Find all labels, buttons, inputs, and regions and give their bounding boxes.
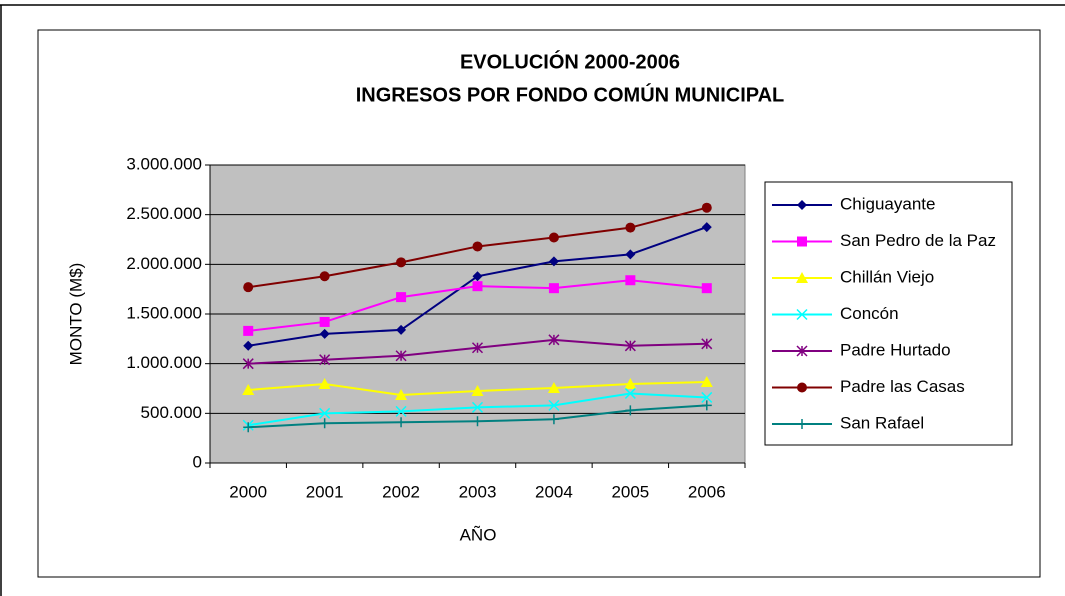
legend-label: Padre las Casas: [840, 377, 965, 396]
marker: [624, 387, 636, 399]
legend-marker: [797, 382, 807, 393]
y-axis-label: MONTO (M$): [66, 263, 85, 366]
marker: [395, 350, 407, 362]
marker: [319, 354, 331, 366]
legend-marker: [797, 236, 807, 247]
marker: [472, 241, 483, 252]
marker: [701, 400, 712, 411]
marker: [396, 417, 407, 428]
legend-label: San Pedro de la Paz: [840, 231, 996, 250]
marker: [701, 222, 712, 233]
y-tick-label: 3.000.000: [126, 154, 202, 173]
marker: [625, 222, 636, 233]
x-tick-label: 2005: [611, 482, 649, 501]
marker: [701, 283, 712, 294]
marker: [548, 414, 559, 425]
marker: [395, 405, 407, 417]
marker: [471, 342, 484, 354]
marker: [472, 271, 483, 282]
marker: [701, 391, 713, 403]
marker: [548, 334, 560, 346]
marker: [243, 325, 254, 336]
marker: [624, 378, 637, 390]
x-axis-label: AÑO: [460, 525, 497, 544]
marker: [319, 316, 330, 327]
x-tick-label: 2003: [459, 482, 497, 501]
y-tick-label: 2.000.000: [126, 254, 202, 273]
x-tick-label: 2000: [229, 482, 267, 501]
marker: [319, 418, 330, 429]
legend-marker: [796, 345, 808, 357]
marker: [700, 376, 713, 388]
x-tick-label: 2001: [306, 482, 344, 501]
marker: [318, 378, 331, 390]
legend-marker: [796, 272, 808, 283]
marker: [625, 249, 636, 260]
marker: [625, 275, 636, 286]
marker: [471, 401, 484, 413]
marker: [319, 328, 330, 339]
marker: [701, 338, 713, 350]
y-tick-label: 1.500.000: [126, 303, 202, 322]
marker: [396, 324, 407, 335]
marker: [547, 382, 560, 394]
marker: [243, 282, 254, 293]
x-tick-label: 2004: [535, 482, 573, 501]
legend-label: San Rafael: [840, 413, 924, 432]
marker: [472, 281, 483, 292]
x-tick-label: 2002: [382, 482, 420, 501]
y-tick-label: 2.500.000: [126, 204, 202, 223]
marker: [319, 407, 331, 419]
y-tick-label: 1.000.000: [126, 353, 202, 372]
legend-label: Chiguayante: [840, 194, 935, 213]
marker: [548, 283, 559, 294]
marker: [242, 383, 255, 395]
legend-marker: [796, 308, 808, 321]
marker: [548, 256, 559, 267]
legend-marker: [797, 419, 807, 429]
marker: [625, 405, 636, 416]
legend-marker: [797, 200, 807, 210]
chart-title: INGRESOS POR FONDO COMÚN MUNICIPAL: [356, 82, 785, 106]
marker: [471, 384, 484, 396]
y-tick-label: 500.000: [141, 403, 202, 422]
marker: [548, 399, 560, 411]
marker: [701, 202, 712, 213]
marker: [548, 232, 559, 243]
marker: [243, 340, 254, 351]
chart-title: EVOLUCIÓN 2000-2006: [460, 49, 680, 73]
marker: [242, 358, 254, 370]
marker: [624, 340, 636, 352]
legend-label: Chillán Viejo: [840, 267, 934, 286]
marker: [472, 416, 483, 427]
y-tick-label: 0: [193, 452, 202, 471]
x-tick-label: 2006: [688, 482, 726, 501]
marker: [396, 257, 407, 268]
marker: [395, 388, 408, 400]
legend-label: Padre Hurtado: [840, 340, 951, 359]
marker: [319, 271, 330, 282]
legend-label: Concón: [840, 304, 899, 323]
marker: [243, 422, 254, 433]
marker: [396, 292, 407, 303]
